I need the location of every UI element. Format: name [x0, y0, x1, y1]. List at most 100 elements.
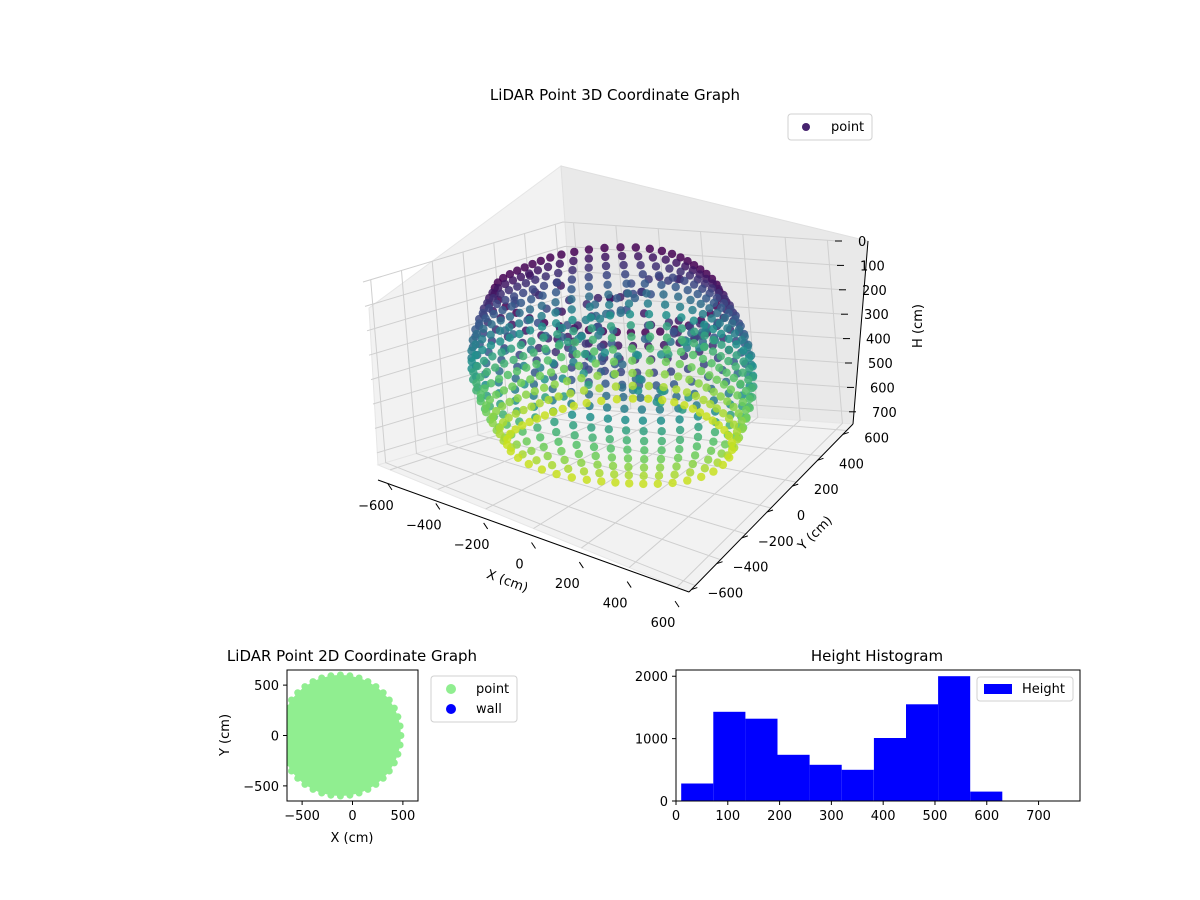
point-3d: [687, 363, 696, 372]
point-3d: [567, 410, 577, 419]
point-3d: [476, 390, 485, 399]
point-3d: [579, 467, 589, 476]
point-3d: [541, 272, 550, 281]
y-tick-label-3d: 0: [797, 509, 805, 524]
point-3d: [527, 337, 536, 346]
point-3d: [726, 385, 736, 394]
point-3d: [717, 340, 726, 349]
point-3d: [513, 266, 522, 275]
point-3d: [587, 324, 596, 333]
y-tick-label-3d: −200: [758, 535, 794, 550]
point-3d: [709, 467, 718, 476]
point-2d: [309, 785, 317, 793]
point-3d: [485, 395, 495, 404]
point-3d: [566, 389, 575, 398]
point-3d: [581, 339, 590, 348]
point-3d: [640, 455, 649, 464]
point-3d: [720, 313, 729, 323]
point-3d: [675, 445, 684, 454]
point-3d: [582, 398, 591, 408]
y-tick-label-3d: 600: [864, 431, 889, 446]
point-3d: [595, 314, 605, 323]
point-3d: [511, 409, 520, 418]
point-3d: [616, 308, 625, 318]
y-tick-label-histogram: 1000: [635, 733, 668, 748]
point-3d: [525, 417, 534, 427]
point-3d: [558, 404, 567, 414]
y-tick-label-2d: 0: [271, 730, 279, 745]
point-3d: [623, 445, 632, 454]
point-3d: [624, 471, 633, 480]
point-3d: [476, 373, 485, 382]
point-2d: [385, 696, 393, 704]
point-3d: [525, 315, 534, 324]
point-3d: [569, 256, 578, 266]
z-tick-label-3d: 600: [870, 381, 895, 396]
point-3d: [675, 435, 685, 445]
point-3d: [491, 363, 500, 372]
point-3d: [671, 282, 680, 292]
point-3d: [738, 397, 747, 407]
point-3d: [670, 398, 679, 407]
point-3d: [525, 326, 535, 335]
z-tick-label-3d: 200: [862, 284, 887, 299]
point-3d: [656, 416, 666, 425]
point-2d: [279, 751, 286, 758]
point-3d: [516, 272, 526, 282]
point-3d: [588, 433, 597, 442]
point-3d: [723, 324, 732, 333]
point-3d: [718, 460, 728, 470]
point-3d: [657, 436, 666, 446]
point-3d: [524, 269, 534, 278]
point-3d: [658, 395, 667, 405]
point-3d: [595, 468, 604, 478]
point-3d: [508, 276, 518, 285]
point-3d: [686, 468, 695, 477]
point-3d: [500, 359, 509, 368]
point-3d: [522, 363, 531, 372]
ticks-2d: −500 0 500 500 0 −500: [243, 679, 415, 824]
point-3d: [607, 453, 617, 462]
point-3d: [611, 382, 621, 391]
point-3d: [587, 423, 596, 432]
point-3d: [505, 322, 514, 332]
point-3d: [623, 289, 633, 298]
point-3d: [601, 252, 610, 262]
point-3d: [504, 413, 513, 422]
point-3d: [471, 351, 480, 360]
point-2d: [396, 741, 404, 749]
point-3d: [634, 386, 643, 395]
point-3d: [478, 345, 487, 355]
point-3d: [643, 299, 653, 308]
point-3d: [486, 330, 495, 339]
point-3d: [584, 380, 593, 390]
point-3d: [552, 427, 561, 437]
point-3d: [621, 270, 630, 279]
point-3d: [539, 442, 548, 452]
point-3d: [509, 292, 519, 301]
point-3d: [693, 289, 702, 299]
point-3d: [506, 447, 515, 456]
point-3d: [505, 333, 514, 342]
point-3d: [659, 290, 668, 299]
histogram-title: Height Histogram: [811, 647, 943, 665]
point-3d: [628, 394, 638, 403]
x-tick-label-3d: 600: [651, 616, 676, 631]
point-3d: [554, 268, 563, 278]
point-3d: [642, 289, 651, 298]
point-3d: [537, 311, 546, 321]
point-3d: [604, 290, 613, 299]
x-tick-label-3d: 0: [515, 558, 523, 573]
point-3d: [720, 440, 730, 449]
point-3d: [495, 429, 504, 439]
point-3d: [588, 335, 597, 344]
point-3d: [611, 478, 620, 487]
point-3d: [606, 444, 615, 453]
point-3d: [709, 335, 718, 345]
point-3d: [586, 313, 595, 322]
point-3d: [622, 436, 631, 445]
point-3d: [570, 338, 580, 347]
point-3d: [505, 397, 514, 407]
point-3d: [725, 453, 734, 462]
